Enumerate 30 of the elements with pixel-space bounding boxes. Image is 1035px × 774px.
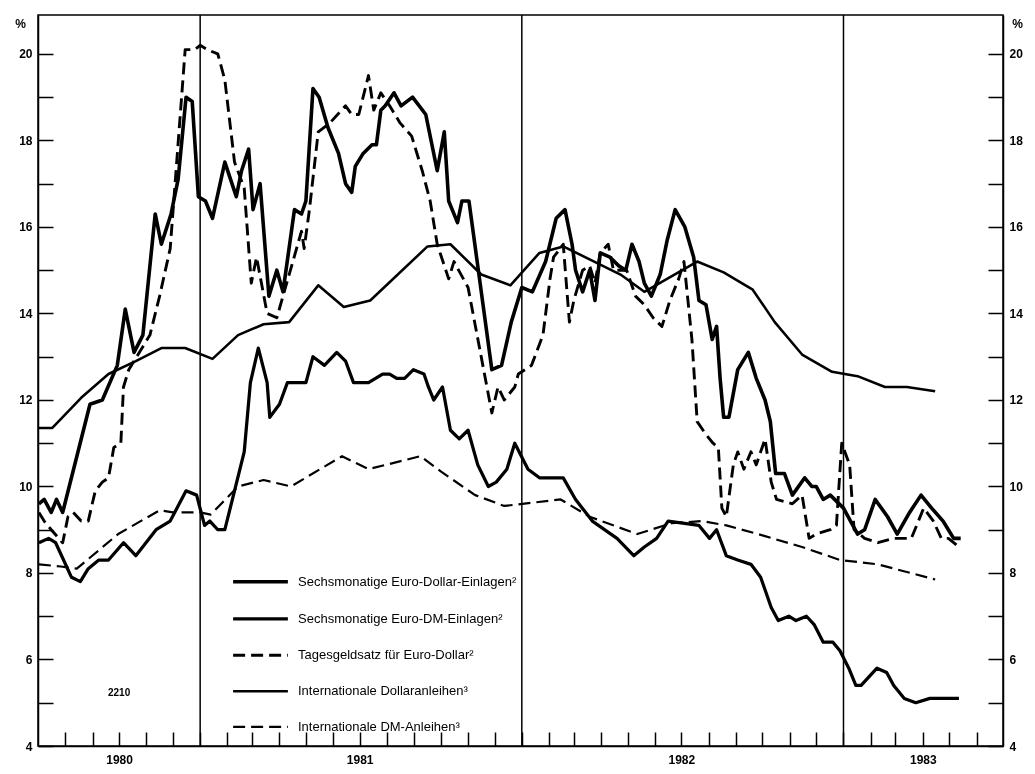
y-tick-label: 4 <box>25 739 33 754</box>
x-tick-label: 1983 <box>909 752 937 767</box>
y-tick-label: 8 <box>25 566 33 581</box>
legend-label: Sechsmonatige Euro-Dollar-Einlagen² <box>298 573 517 589</box>
y-tick-label: 20 <box>19 47 33 62</box>
legend-label: Internationale Dollaranleihen³ <box>298 683 469 699</box>
y2-tick-label: 6 <box>1009 652 1017 667</box>
legend-label: Sechsmonatige Euro-DM-Einlagen² <box>298 610 504 626</box>
y2-tick-label: 14 <box>1009 306 1024 321</box>
y-tick-label: 10 <box>19 479 33 494</box>
y2-tick-label: 20 <box>1009 47 1024 62</box>
y-tick-label: 18 <box>19 133 33 148</box>
y2-tick-label: 10 <box>1009 479 1024 494</box>
y2-tick-label: 12 <box>1009 393 1024 408</box>
y2-axis-title: % <box>1012 16 1024 31</box>
y-tick-label: 6 <box>25 652 33 667</box>
y-tick-label: 16 <box>19 220 33 235</box>
x-tick-label: 1980 <box>106 752 134 767</box>
legend-label: Internationale DM-Anleihen³ <box>298 718 461 734</box>
annotation: 2210 <box>108 687 131 698</box>
y2-tick-label: 8 <box>1009 566 1017 581</box>
y2-tick-label: 18 <box>1009 133 1024 148</box>
x-tick-label: 1982 <box>668 752 696 767</box>
y-tick-label: 14 <box>19 306 33 321</box>
y2-tick-label: 4 <box>1009 739 1017 754</box>
y-tick-label: 12 <box>19 393 33 408</box>
y2-tick-label: 16 <box>1009 220 1024 235</box>
x-tick-label: 1981 <box>346 752 374 767</box>
legend-label: Tagesgeldsatz für Euro-Dollar² <box>298 647 475 663</box>
y-axis-title: % <box>15 16 27 31</box>
